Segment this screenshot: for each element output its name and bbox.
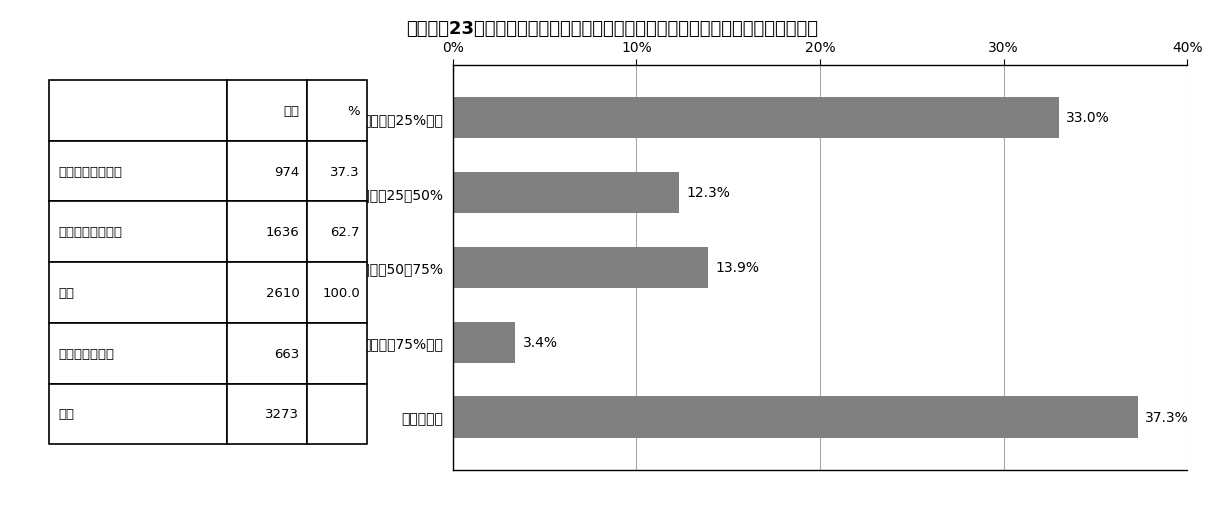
Text: 62.7: 62.7	[330, 226, 360, 239]
Bar	[453, 97, 1059, 138]
Text: 度数: 度数	[284, 105, 300, 118]
Text: 図表２－23　「キャリアコンサルティングに関連する活動」の専業および専業割合: 図表２－23 「キャリアコンサルティングに関連する活動」の専業および専業割合	[406, 20, 818, 38]
Text: 2610: 2610	[266, 286, 300, 299]
Text: 3.4%: 3.4%	[523, 335, 558, 349]
Text: 12.3%: 12.3%	[685, 186, 730, 200]
Text: 専任・専業である: 専任・専業である	[59, 165, 122, 178]
Text: システム欠損値: システム欠損値	[59, 347, 115, 360]
Text: 100.0: 100.0	[322, 286, 360, 299]
Text: 37.3%: 37.3%	[1146, 410, 1189, 424]
Bar	[453, 247, 707, 288]
Text: 3273: 3273	[266, 408, 300, 421]
Text: 663: 663	[274, 347, 300, 360]
Bar	[453, 322, 515, 363]
Text: 974: 974	[274, 165, 300, 178]
Text: 1636: 1636	[266, 226, 300, 239]
Text: 13.9%: 13.9%	[715, 261, 759, 275]
Bar	[453, 172, 678, 214]
Text: 兼任・兼業である: 兼任・兼業である	[59, 226, 122, 239]
Text: 小計: 小計	[59, 286, 75, 299]
Bar	[453, 397, 1138, 438]
Text: 合計: 合計	[59, 408, 75, 421]
Text: 33.0%: 33.0%	[1066, 111, 1110, 125]
Text: %: %	[348, 105, 360, 118]
Text: 37.3: 37.3	[330, 165, 360, 178]
